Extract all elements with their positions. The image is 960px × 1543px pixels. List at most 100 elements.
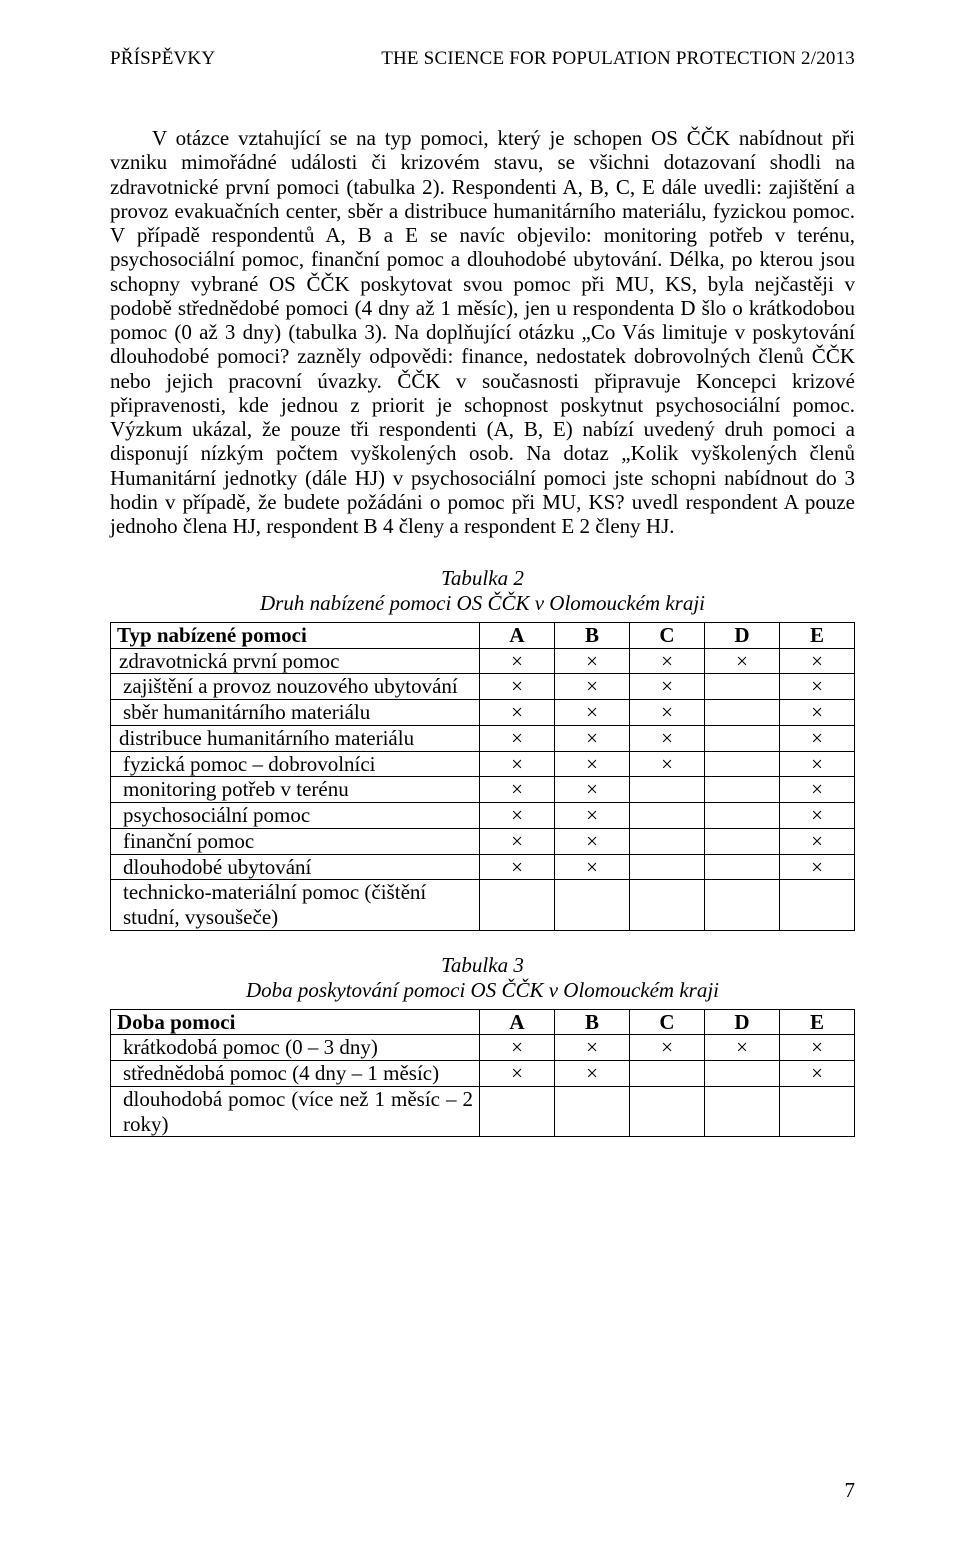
cell: × <box>480 854 555 880</box>
cell: × <box>555 674 630 700</box>
cell: × <box>555 648 630 674</box>
table-row: dlouhodobá pomoc (více než 1 měsíc – 2 r… <box>111 1086 855 1137</box>
cell: × <box>780 1035 855 1061</box>
cell: × <box>780 828 855 854</box>
col-header: E <box>780 622 855 648</box>
cell: × <box>480 777 555 803</box>
cell: × <box>480 725 555 751</box>
cell: × <box>555 803 630 829</box>
cell: × <box>630 648 705 674</box>
table-row: zdravotnická první pomoc××××× <box>111 648 855 674</box>
cell: × <box>480 803 555 829</box>
paragraph-text: V otázce vztahující se na typ pomoci, kt… <box>110 126 855 538</box>
table-row: střednědobá pomoc (4 dny – 1 měsíc)××× <box>111 1061 855 1087</box>
cell <box>705 777 780 803</box>
table-row: psychosociální pomoc××× <box>111 803 855 829</box>
col-header: B <box>555 622 630 648</box>
row-label: finanční pomoc <box>111 828 480 854</box>
row-label: fyzická pomoc – dobrovolníci <box>111 751 480 777</box>
cell: × <box>480 674 555 700</box>
table2-caption: Tabulka 2 Druh nabízené pomoci OS ČČK v … <box>110 566 855 616</box>
cell <box>630 803 705 829</box>
col-header: C <box>630 622 705 648</box>
table2-caption-line2: Druh nabízené pomoci OS ČČK v Olomouckém… <box>260 591 705 615</box>
cell: × <box>630 674 705 700</box>
cell <box>705 828 780 854</box>
header-left: PŘÍSPĚVKY <box>110 48 215 70</box>
col-header: A <box>480 1009 555 1035</box>
table-row: technicko-materiální pomoc (čištění stud… <box>111 880 855 931</box>
row-label: dlouhodobá pomoc (více než 1 měsíc – 2 r… <box>111 1086 480 1137</box>
cell <box>630 880 705 931</box>
row-label: zajištění a provoz nouzového ubytování <box>111 674 480 700</box>
cell: × <box>555 777 630 803</box>
cell <box>705 674 780 700</box>
cell: × <box>780 777 855 803</box>
cell: × <box>480 828 555 854</box>
col-header: B <box>555 1009 630 1035</box>
cell: × <box>480 700 555 726</box>
table-row: finanční pomoc××× <box>111 828 855 854</box>
cell: × <box>780 700 855 726</box>
table3-caption: Tabulka 3 Doba poskytování pomoci OS ČČK… <box>110 953 855 1003</box>
cell: × <box>480 1061 555 1087</box>
cell <box>630 1061 705 1087</box>
cell: × <box>630 725 705 751</box>
cell <box>630 854 705 880</box>
cell: × <box>480 751 555 777</box>
cell: × <box>630 700 705 726</box>
cell <box>630 777 705 803</box>
page: PŘÍSPĚVKY THE SCIENCE FOR POPULATION PRO… <box>0 0 960 1543</box>
cell <box>705 1086 780 1137</box>
row-label: psychosociální pomoc <box>111 803 480 829</box>
cell: × <box>780 725 855 751</box>
table-row: distribuce humanitárního materiálu×××× <box>111 725 855 751</box>
cell: × <box>555 751 630 777</box>
cell: × <box>555 1035 630 1061</box>
cell <box>705 854 780 880</box>
page-number: 7 <box>845 1478 856 1503</box>
col-header-label: Typ nabízené pomoci <box>111 622 480 648</box>
cell <box>555 880 630 931</box>
table-row: fyzická pomoc – dobrovolníci×××× <box>111 751 855 777</box>
cell: × <box>705 1035 780 1061</box>
row-label: monitoring potřeb v terénu <box>111 777 480 803</box>
table2-caption-line1: Tabulka 2 <box>441 566 524 590</box>
cell: × <box>780 674 855 700</box>
cell <box>705 803 780 829</box>
table3: Doba pomociABCDEkrátkodobá pomoc (0 – 3 … <box>110 1009 855 1138</box>
row-label: distribuce humanitárního materiálu <box>111 725 480 751</box>
cell <box>705 725 780 751</box>
cell: × <box>480 1035 555 1061</box>
cell: × <box>555 854 630 880</box>
row-label: střednědobá pomoc (4 dny – 1 měsíc) <box>111 1061 480 1087</box>
col-header: D <box>705 622 780 648</box>
row-label: sběr humanitárního materiálu <box>111 700 480 726</box>
cell: × <box>555 828 630 854</box>
cell: × <box>780 1061 855 1087</box>
cell <box>705 1061 780 1087</box>
cell: × <box>555 700 630 726</box>
table-row: dlouhodobé ubytování××× <box>111 854 855 880</box>
cell: × <box>780 854 855 880</box>
cell: × <box>480 648 555 674</box>
cell: × <box>705 648 780 674</box>
row-label: technicko-materiální pomoc (čištění stud… <box>111 880 480 931</box>
cell <box>480 880 555 931</box>
row-label: dlouhodobé ubytování <box>111 854 480 880</box>
cell <box>780 880 855 931</box>
table-row: zajištění a provoz nouzového ubytování××… <box>111 674 855 700</box>
cell: × <box>630 1035 705 1061</box>
table-header-row: Typ nabízené pomociABCDE <box>111 622 855 648</box>
col-header: E <box>780 1009 855 1035</box>
table3-caption-line2: Doba poskytování pomoci OS ČČK v Olomouc… <box>246 978 719 1002</box>
table-header-row: Doba pomociABCDE <box>111 1009 855 1035</box>
header-right: THE SCIENCE FOR POPULATION PROTECTION 2/… <box>381 48 855 70</box>
cell <box>705 700 780 726</box>
cell: × <box>555 1061 630 1087</box>
col-header: C <box>630 1009 705 1035</box>
table3-caption-line1: Tabulka 3 <box>441 953 524 977</box>
cell: × <box>780 648 855 674</box>
table-row: sběr humanitárního materiálu×××× <box>111 700 855 726</box>
cell <box>630 828 705 854</box>
